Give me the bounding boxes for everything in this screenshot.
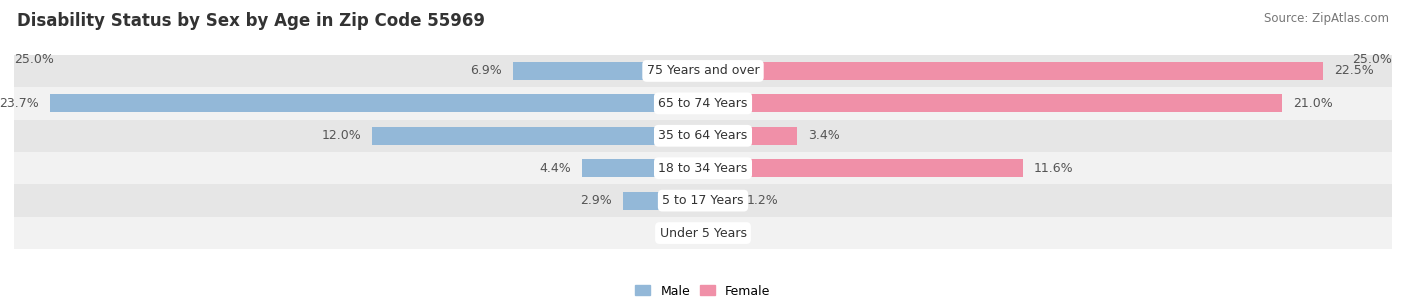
- Text: 21.0%: 21.0%: [1292, 97, 1333, 110]
- Bar: [373, 127, 703, 145]
- Text: 1.2%: 1.2%: [747, 194, 779, 207]
- Legend: Male, Female: Male, Female: [636, 285, 770, 298]
- Bar: [703, 127, 797, 145]
- Text: 4.4%: 4.4%: [538, 162, 571, 175]
- Bar: [14, 152, 1392, 185]
- Bar: [14, 217, 1392, 249]
- Bar: [49, 95, 703, 112]
- Text: 0.0%: 0.0%: [714, 226, 747, 240]
- Text: 75 Years and over: 75 Years and over: [647, 64, 759, 78]
- Bar: [703, 62, 1323, 80]
- Bar: [14, 55, 1392, 87]
- Bar: [623, 192, 703, 209]
- Text: Disability Status by Sex by Age in Zip Code 55969: Disability Status by Sex by Age in Zip C…: [17, 12, 485, 30]
- Text: 0.0%: 0.0%: [659, 226, 692, 240]
- Text: 65 to 74 Years: 65 to 74 Years: [658, 97, 748, 110]
- Bar: [14, 119, 1392, 152]
- Text: Source: ZipAtlas.com: Source: ZipAtlas.com: [1264, 12, 1389, 25]
- Text: 23.7%: 23.7%: [0, 97, 39, 110]
- Text: 25.0%: 25.0%: [1353, 53, 1392, 66]
- Bar: [14, 185, 1392, 217]
- Text: 25.0%: 25.0%: [14, 53, 53, 66]
- Text: 22.5%: 22.5%: [1334, 64, 1374, 78]
- Text: 5 to 17 Years: 5 to 17 Years: [662, 194, 744, 207]
- Text: 12.0%: 12.0%: [322, 129, 361, 142]
- Bar: [513, 62, 703, 80]
- Text: 18 to 34 Years: 18 to 34 Years: [658, 162, 748, 175]
- Bar: [703, 159, 1022, 177]
- Bar: [703, 95, 1282, 112]
- Bar: [703, 192, 737, 209]
- Text: 11.6%: 11.6%: [1033, 162, 1073, 175]
- Text: 35 to 64 Years: 35 to 64 Years: [658, 129, 748, 142]
- Text: 2.9%: 2.9%: [581, 194, 612, 207]
- Bar: [14, 87, 1392, 119]
- Text: 6.9%: 6.9%: [470, 64, 502, 78]
- Text: 3.4%: 3.4%: [807, 129, 839, 142]
- Text: Under 5 Years: Under 5 Years: [659, 226, 747, 240]
- Bar: [582, 159, 703, 177]
